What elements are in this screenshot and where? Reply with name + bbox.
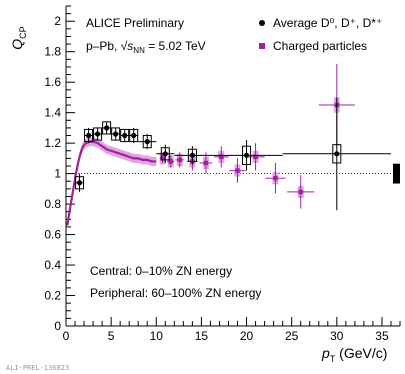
d-meson-point (129, 127, 139, 144)
charged-point (229, 158, 246, 183)
charged-marker (203, 160, 209, 166)
d-meson-marker (104, 125, 110, 131)
y-tick-label: 1 (54, 167, 61, 181)
y-axis-title: QCP (9, 26, 28, 49)
d-meson-point (111, 127, 121, 141)
d-meson-point (102, 121, 112, 135)
x-tick-label: 25 (285, 329, 299, 343)
global-uncertainty-box (393, 163, 400, 184)
x-tick-label: 0 (63, 329, 70, 343)
legend: Average D⁰, D⁺, D*⁺ Charged particles (259, 16, 382, 53)
y-tick-label: 1.4 (44, 106, 61, 120)
charged-marker (160, 156, 165, 161)
y-tick-label: 0.2 (44, 289, 61, 303)
y-tick-label: 0.6 (44, 228, 61, 242)
d-meson-point (174, 146, 211, 165)
legend-label-charged: Charged particles (273, 39, 367, 53)
preliminary-id: ALI-PREL-136823 (6, 364, 69, 372)
d-meson-marker (243, 152, 250, 158)
d-meson-marker (144, 139, 150, 145)
charged-syst-band (67, 137, 157, 230)
charged-marker (298, 189, 303, 195)
d-meson-marker (76, 180, 83, 186)
d-meson-point (120, 128, 130, 143)
charged-marker (177, 157, 182, 163)
y-tick-label: 1.2 (44, 136, 61, 150)
charged-point (175, 152, 185, 168)
collision-system-label: p–Pb, √sNN = 5.02 TeV (86, 39, 206, 55)
charged-point (159, 152, 166, 165)
charged-point (199, 152, 213, 174)
d-meson-marker (334, 151, 340, 157)
y-tick-label: 2 (54, 14, 61, 28)
d-meson-marker (85, 132, 92, 139)
x-tick-label: 5 (108, 329, 115, 343)
d-meson-point (156, 144, 175, 163)
d-meson-point (84, 127, 94, 144)
x-axis-title: pT (GeV/c) (321, 345, 387, 364)
charged-marker (235, 168, 240, 173)
x-tick-label: 30 (330, 329, 344, 343)
y-tick-label: 1.6 (44, 75, 61, 89)
d-meson-marker (131, 132, 137, 139)
experiment-label: ALICE Preliminary (86, 16, 184, 30)
charged-point (167, 155, 175, 168)
x-tick-label: 15 (195, 329, 209, 343)
d-meson-marker (122, 132, 128, 139)
y-tick-label: 1.8 (44, 45, 61, 59)
d-meson-point (210, 140, 283, 171)
d-meson-marker (162, 151, 168, 157)
charged-point (287, 175, 315, 209)
charged-point (246, 143, 265, 171)
d-meson-marker (94, 131, 101, 137)
charged-point (265, 162, 286, 194)
x-tick-label: 35 (375, 329, 389, 343)
legend-marker-d-mesons (259, 20, 265, 26)
y-tick-label: 0 (54, 319, 61, 333)
legend-marker-charged (259, 43, 265, 49)
peripheral-selection-label: Peripheral: 60–100% ZN energy (90, 286, 261, 300)
charged-marker (168, 159, 173, 164)
charged-marker (273, 175, 278, 181)
charged-point (214, 146, 229, 168)
y-tick-label: 0.8 (44, 197, 61, 211)
charged-marker (219, 154, 224, 160)
d-meson-point (138, 134, 157, 150)
charged-low-pt-line (66, 140, 157, 226)
d-meson-point (282, 97, 391, 211)
d-meson-point (75, 173, 85, 192)
charged-marker (253, 154, 258, 160)
legend-label-d-mesons: Average D⁰, D⁺, D*⁺ (273, 16, 382, 30)
d-meson-point (93, 127, 103, 141)
x-tick-label: 20 (240, 329, 254, 343)
x-tick-label: 10 (150, 329, 164, 343)
y-tick-label: 0.4 (44, 258, 61, 272)
d-meson-marker (113, 131, 119, 137)
central-selection-label: Central: 0–10% ZN energy (90, 264, 232, 278)
d-meson-marker (189, 152, 195, 158)
